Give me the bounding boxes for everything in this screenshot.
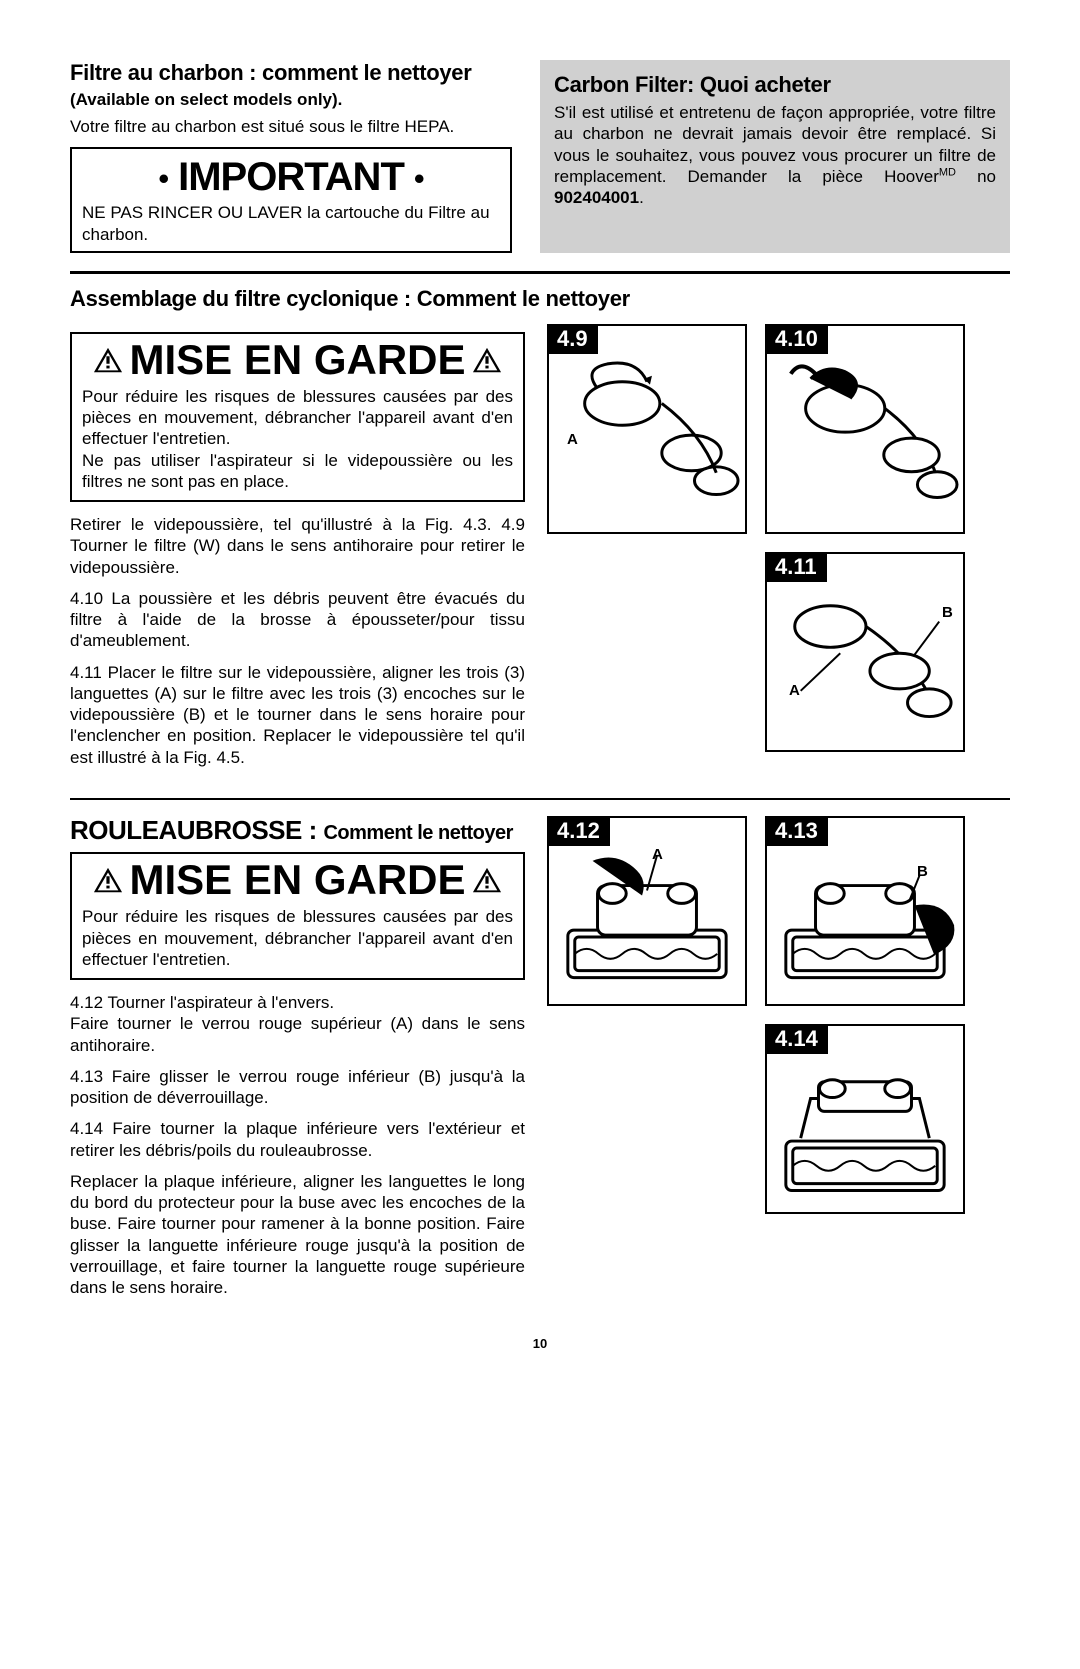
carbon-filter-buy: Carbon Filter: Quoi acheter S'il est uti… bbox=[540, 60, 1010, 253]
rouleau-heading: ROULEAUBROSSE : Comment le nettoyer bbox=[70, 816, 525, 845]
body-text: S'il est utilisé et entretenu de façon a… bbox=[554, 102, 996, 208]
rouleau-section: ROULEAUBROSSE : Comment le nettoyer MISE… bbox=[70, 816, 1010, 1309]
page-number: 10 bbox=[70, 1336, 1010, 1351]
rouleau-figures: 4.12 A 4.13 bbox=[547, 816, 1010, 1309]
section-title: Carbon Filter: Quoi acheter bbox=[554, 72, 996, 98]
paragraph: Replacer la plaque inférieure, aligner l… bbox=[70, 1171, 525, 1299]
warning-triangle-icon bbox=[93, 866, 123, 894]
section-subtitle: (Available on select models only). bbox=[70, 90, 512, 110]
callout-letter: A bbox=[652, 846, 663, 863]
callout-letter: B bbox=[942, 604, 953, 621]
warning-title-text: MISE EN GARDE bbox=[129, 856, 465, 904]
warning-box: MISE EN GARDE Pour réduire les risques d… bbox=[70, 852, 525, 980]
warning-title: MISE EN GARDE bbox=[72, 854, 523, 904]
important-label: IMPORTANT bbox=[178, 155, 404, 199]
callout-letter: B bbox=[917, 863, 928, 880]
warning-title-text: MISE EN GARDE bbox=[129, 336, 465, 384]
warning-title: MISE EN GARDE bbox=[72, 334, 523, 384]
warning-triangle-icon bbox=[472, 346, 502, 374]
figure-label: 4.11 bbox=[765, 552, 827, 582]
paragraph: Retirer le videpoussière, tel qu'illustr… bbox=[70, 514, 525, 578]
warning-triangle-icon bbox=[93, 346, 123, 374]
divider bbox=[70, 271, 1010, 274]
warning-body: Pour réduire les risques de blessures ca… bbox=[72, 384, 523, 500]
figure-illustration bbox=[771, 354, 959, 527]
figure-illustration bbox=[553, 354, 741, 527]
figure-label: 4.13 bbox=[765, 816, 828, 846]
part-number: 902404001 bbox=[554, 188, 639, 207]
carbon-filter-clean: Filtre au charbon : comment le nettoyer … bbox=[70, 60, 512, 253]
paragraph: 4.10 La poussière et les débris peuvent … bbox=[70, 588, 525, 652]
paragraph: 4.11 Placer le filtre sur le videpoussiè… bbox=[70, 662, 525, 768]
figure-illustration bbox=[771, 582, 959, 745]
top-row: Filtre au charbon : comment le nettoyer … bbox=[70, 60, 1010, 253]
figure-illustration bbox=[553, 846, 741, 999]
figure-label: 4.12 bbox=[547, 816, 610, 846]
important-title: • IMPORTANT • bbox=[82, 155, 500, 200]
figure-illustration bbox=[771, 846, 959, 999]
paragraph: 4.12 Tourner l'aspirateur à l'envers. Fa… bbox=[70, 992, 525, 1056]
paragraph: 4.13 Faire glisser le verrou rouge infér… bbox=[70, 1066, 525, 1109]
figure-4-10: 4.10 bbox=[765, 324, 965, 534]
cyclonic-figures: 4.9 A 4.10 bbox=[547, 324, 1010, 778]
section-title: Filtre au charbon : comment le nettoyer bbox=[70, 60, 512, 86]
figure-4-13: 4.13 B bbox=[765, 816, 965, 1006]
figure-4-9: 4.9 A bbox=[547, 324, 747, 534]
callout-letter: A bbox=[567, 431, 578, 448]
important-box: • IMPORTANT • NE PAS RINCER OU LAVER la … bbox=[70, 147, 512, 253]
divider bbox=[70, 798, 1010, 800]
cyclonic-heading: Assemblage du filtre cyclonique : Commen… bbox=[70, 286, 1010, 312]
callout-letter: A bbox=[789, 682, 800, 699]
warning-triangle-icon bbox=[472, 866, 502, 894]
rouleau-text-col: ROULEAUBROSSE : Comment le nettoyer MISE… bbox=[70, 816, 525, 1309]
figure-label: 4.14 bbox=[765, 1024, 828, 1054]
figure-4-11: 4.11 A B bbox=[765, 552, 965, 752]
figure-label: 4.9 bbox=[547, 324, 598, 354]
figure-4-14: 4.14 bbox=[765, 1024, 965, 1214]
body-text: Votre filtre au charbon est situé sous l… bbox=[70, 116, 512, 137]
figure-illustration bbox=[771, 1054, 959, 1207]
warning-body: Pour réduire les risques de blessures ca… bbox=[72, 904, 523, 978]
figure-4-12: 4.12 A bbox=[547, 816, 747, 1006]
warning-box: MISE EN GARDE Pour réduire les risques d… bbox=[70, 332, 525, 502]
cyclonic-text-col: MISE EN GARDE Pour réduire les risques d… bbox=[70, 324, 525, 778]
important-body: NE PAS RINCER OU LAVER la cartouche du F… bbox=[82, 202, 500, 245]
figure-label: 4.10 bbox=[765, 324, 828, 354]
cyclonic-section: MISE EN GARDE Pour réduire les risques d… bbox=[70, 324, 1010, 778]
paragraph: 4.14 Faire tourner la plaque inférieure … bbox=[70, 1118, 525, 1161]
